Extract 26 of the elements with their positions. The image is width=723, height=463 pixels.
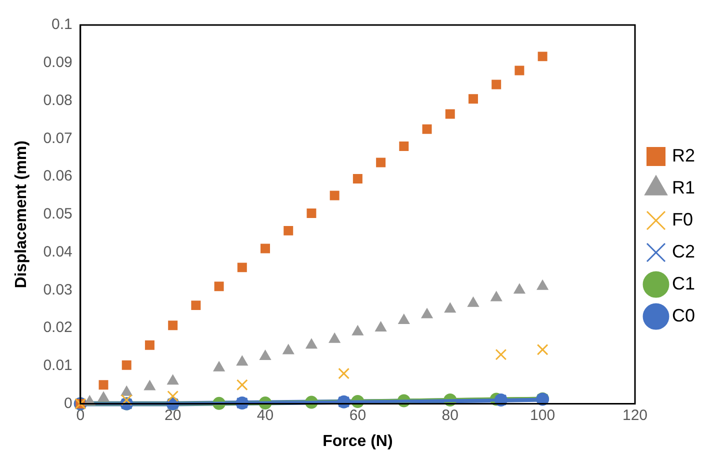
y-tick-label: 0.08 [43,92,72,109]
y-tick-label: 0.04 [43,243,72,260]
y-axis-title: Displacement (mm) [13,140,30,288]
y-tick-label: 0 [64,394,72,412]
x-axis-title: Force (N) [322,432,393,450]
y-tick-label: 0.01 [43,357,72,374]
legend-label: R2 [672,145,696,166]
x-tick-label: 60 [349,406,366,424]
legend-label: C1 [672,273,696,294]
legend-label: C0 [672,305,696,326]
y-tick-label: 0.02 [43,319,72,336]
x-tick-label: 40 [256,406,274,424]
x-tick-label: 20 [164,406,182,424]
x-tick-label: 0 [76,406,85,424]
x-tick-label: 100 [530,406,556,424]
y-tick-label: 0.1 [52,16,72,34]
legend-label: C2 [672,241,696,262]
legend-label: R1 [672,177,696,198]
y-tick-label: 0.03 [43,281,72,298]
y-tick-label: 0.05 [43,206,72,223]
y-tick-label: 0.07 [43,130,72,147]
y-tick-label: 0.06 [43,168,72,185]
x-tick-label: 120 [622,406,648,424]
legend-label: F0 [672,209,694,230]
x-tick-label: 80 [442,406,458,424]
y-tick-label: 0.09 [43,54,72,72]
